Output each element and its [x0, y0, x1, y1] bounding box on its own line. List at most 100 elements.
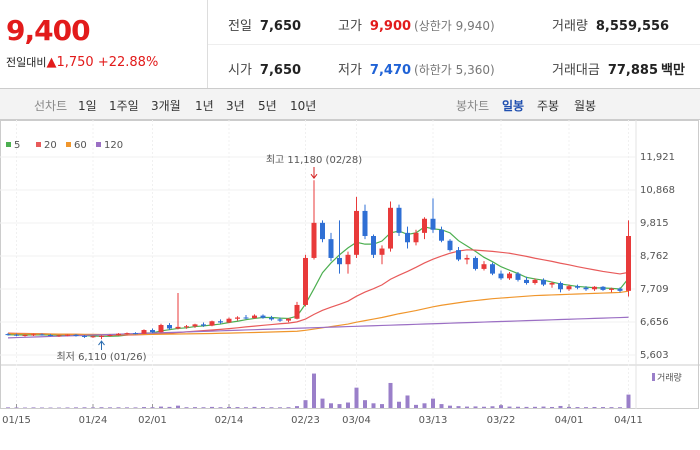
volume-legend: 거래량 [657, 372, 682, 384]
tab[interactable]: 월봉 [574, 99, 597, 113]
x-tick-label: 01/24 [79, 415, 108, 426]
volume-bar [618, 407, 622, 408]
candle-body [218, 321, 223, 323]
candle-body [422, 218, 427, 233]
x-tick-label: 03/22 [487, 415, 516, 426]
volume-bar [269, 407, 274, 408]
legend-label: 5 [14, 140, 20, 151]
divider [208, 44, 700, 45]
volume-bar [329, 403, 333, 408]
candle-body [235, 317, 240, 319]
candle-body [507, 273, 512, 279]
candle-body [252, 315, 257, 319]
volume-bar [235, 407, 240, 408]
volume-bar [363, 400, 367, 408]
volume-bar [14, 407, 19, 408]
chart: 5,603 6,656 7,709 8,762 9,815 10,868 11,921 01/… [0, 120, 700, 426]
stat-note: (하한가 5,360) [414, 63, 495, 77]
candle-body [124, 333, 130, 335]
tab[interactable]: 10년 [290, 99, 317, 113]
volume-bar [218, 407, 223, 408]
candle-body [515, 273, 521, 280]
volume-bar [278, 407, 282, 408]
tab[interactable]: 3년 [226, 99, 245, 113]
candle-body [82, 335, 87, 337]
x-tick-label: 04/11 [614, 415, 643, 426]
candle-body [209, 321, 215, 326]
volume-bar [439, 404, 444, 408]
tab[interactable]: 주봉 [537, 99, 560, 113]
candle-body [626, 236, 631, 291]
volume-bar [550, 406, 554, 408]
y-tick-label: 5,603 [640, 350, 669, 361]
candle-body [294, 304, 300, 319]
volume-bar [337, 404, 342, 408]
candle-body [439, 229, 444, 241]
x-tick-label: 01/15 [2, 415, 31, 426]
tab[interactable]: 3개월 [151, 99, 181, 113]
tab[interactable]: 일봉 [502, 99, 525, 113]
stat-note: (상한가 9,940) [414, 19, 495, 33]
divider [207, 0, 208, 88]
volume-bar [490, 406, 495, 408]
x-tick-label: 03/13 [419, 415, 448, 426]
low-annotation: 최저 6,110 (01/26) [56, 351, 146, 363]
candle-body [481, 264, 487, 269]
stat: 전일 7,650 [228, 15, 301, 34]
volume-bar [431, 398, 435, 408]
candle-body [192, 324, 198, 327]
volume-bar [405, 395, 410, 408]
legend-swatch [66, 142, 71, 147]
volume-bar [108, 407, 112, 408]
tab[interactable]: 5년 [258, 99, 277, 113]
volume-bar [65, 407, 70, 408]
candle-body [447, 240, 453, 251]
volume-bar [354, 387, 359, 408]
candle-body [396, 207, 402, 233]
candle-body [617, 288, 623, 291]
volume-bar [388, 382, 393, 408]
legend-swatch [96, 142, 101, 147]
volume-bar [397, 401, 401, 408]
stat: 저가 7,470 (하한가 5,360) [338, 59, 495, 78]
volume-bar [91, 407, 95, 408]
volume-bar [507, 406, 512, 408]
x-tick-label: 03/04 [342, 415, 371, 426]
volume-bar [380, 404, 384, 408]
volume-bar [626, 394, 631, 408]
volume-bar [516, 406, 520, 408]
candle-body [388, 207, 393, 249]
volume-bar [295, 406, 299, 408]
volume-bar [533, 406, 537, 408]
volume-bar [6, 407, 10, 408]
tab[interactable]: 1년 [195, 99, 214, 113]
candle-body [158, 325, 164, 333]
volume-bar [303, 400, 308, 408]
volume-bar [609, 407, 614, 408]
volume-bar [184, 407, 189, 408]
candle-body [575, 286, 580, 288]
candle-body [532, 279, 538, 284]
stat-value: 9,900 [369, 19, 412, 34]
candle-body [269, 317, 274, 320]
candle-body [184, 326, 189, 328]
volume-bar [31, 407, 36, 408]
candle-body [48, 335, 53, 337]
candle-body [558, 283, 563, 290]
volume-bar [524, 406, 529, 408]
candle-body [73, 334, 79, 336]
tab[interactable]: 1주일 [109, 99, 139, 113]
candle-body [116, 333, 121, 336]
volume-bar [584, 407, 588, 408]
candle-body [14, 334, 19, 336]
up-icon: ▲ [46, 55, 57, 70]
x-tick-label: 02/01 [138, 415, 167, 426]
legend-swatch [36, 142, 41, 147]
candle-body [473, 257, 478, 269]
tab[interactable]: 1일 [78, 99, 97, 113]
y-tick-label: 9,815 [640, 218, 669, 229]
candle-body [311, 222, 317, 258]
volume-bar [252, 406, 257, 408]
candle-body [99, 335, 104, 337]
